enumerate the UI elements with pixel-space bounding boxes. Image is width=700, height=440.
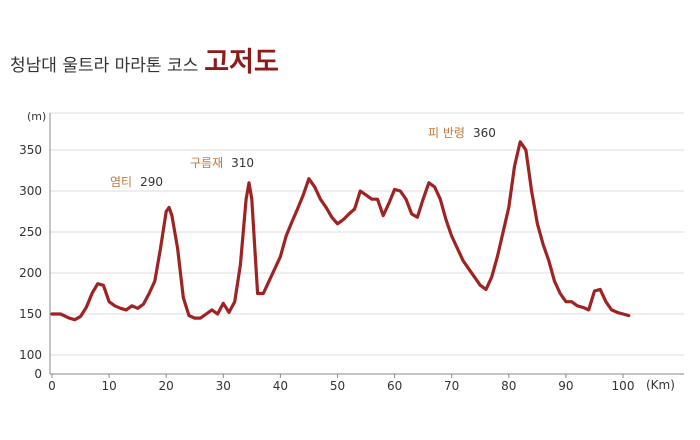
peak-annotation: 염티 290: [110, 175, 163, 189]
peak-value: 360: [473, 126, 496, 140]
peak-annotations: 염티 290 구름재 310 피 반령 360: [110, 126, 496, 189]
x-tick-label: 50: [330, 379, 345, 393]
x-tick-label: 70: [444, 379, 459, 393]
x-tick-label: 20: [159, 379, 174, 393]
y-tick-label: 250: [19, 225, 42, 239]
y-tick-label: 300: [19, 184, 42, 198]
peak-name: 염티: [110, 175, 132, 189]
y-tick-label: 150: [19, 307, 42, 321]
x-axis-label: (Km): [646, 378, 675, 392]
peak-name: 구름재: [190, 156, 223, 170]
title-main: 청남대 울트라 마라톤 코스: [10, 56, 199, 76]
grid-lines: [50, 112, 684, 356]
x-tick-label: 100: [612, 379, 635, 393]
x-tick-label: 80: [501, 379, 516, 393]
peak-value: 290: [140, 175, 163, 189]
y-tick-label: 350: [19, 143, 42, 157]
peak-annotation: 피 반령 360: [428, 126, 496, 140]
peak-value: 310: [231, 156, 254, 170]
x-tick-label: 30: [216, 379, 231, 393]
peak-annotation: 구름재 310: [190, 156, 254, 170]
x-tick-label: 10: [101, 379, 116, 393]
y-tick-label: 0: [34, 367, 42, 381]
y-tick-label: 100: [19, 348, 42, 362]
elevation-series: [50, 140, 631, 322]
x-tick-label: 0: [48, 379, 56, 393]
peak-name: 피 반령: [428, 126, 465, 140]
title-accent: 고저도: [204, 47, 279, 78]
y-tick-labels: 0 100 150 200 250 300 350: [19, 143, 42, 381]
x-tick-label: 60: [387, 379, 402, 393]
y-tick-label: 200: [19, 266, 42, 280]
y-axis-label: (m): [27, 110, 46, 123]
elevation-line: [50, 140, 631, 322]
x-tick-label: 40: [273, 379, 288, 393]
axes: [49, 113, 684, 378]
x-tick-labels: 0 10 20 30 40 50 60 70 80 90 100: [48, 379, 634, 393]
chart-title: 청남대 울트라 마라톤 코스 고저도: [10, 40, 610, 80]
x-tick-label: 90: [558, 379, 573, 393]
